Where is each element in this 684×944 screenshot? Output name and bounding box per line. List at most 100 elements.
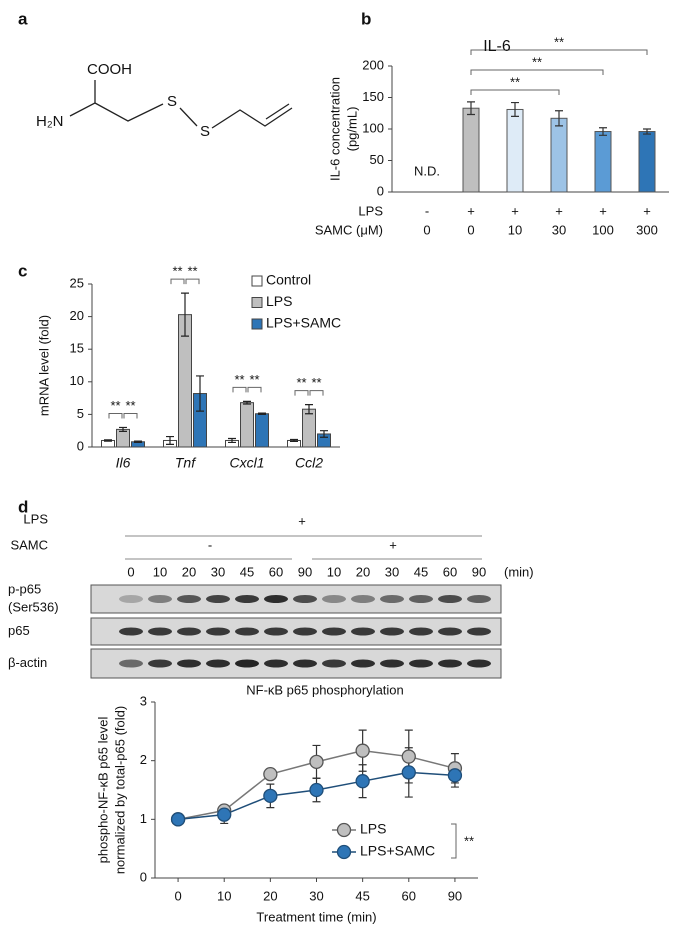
error-bar bbox=[320, 430, 328, 438]
bar bbox=[462, 107, 480, 193]
lane-label: 0 bbox=[127, 564, 134, 579]
y-axis-label: mRNA level (fold) bbox=[36, 315, 51, 416]
value-label: N.D. bbox=[414, 163, 440, 178]
legend-label: LPS+SAMC bbox=[360, 843, 435, 859]
row-label: (Ser536) bbox=[8, 599, 59, 614]
significance-label: ** bbox=[249, 372, 259, 387]
lane-label: 60 bbox=[269, 564, 283, 579]
blot-band bbox=[148, 659, 172, 668]
legend-label: LPS bbox=[266, 293, 292, 309]
significance-label: ** bbox=[187, 264, 197, 279]
blot-band bbox=[293, 595, 317, 603]
blot-band bbox=[148, 595, 172, 603]
structure-label: COOH bbox=[87, 61, 132, 78]
y-tick-label: 25 bbox=[70, 275, 84, 290]
error-bar bbox=[134, 440, 142, 444]
significance-bracket bbox=[108, 412, 123, 419]
y-tick-label: 200 bbox=[362, 57, 384, 72]
lane-label: 10 bbox=[153, 564, 167, 579]
error-bar bbox=[511, 101, 519, 117]
y-tick-label: 1 bbox=[140, 811, 147, 826]
bar bbox=[638, 131, 656, 193]
condition-value: 300 bbox=[636, 222, 658, 237]
point bbox=[217, 807, 232, 822]
blot-band bbox=[322, 595, 346, 603]
blot-band bbox=[177, 595, 201, 603]
point bbox=[355, 774, 370, 789]
lane-label: 10 bbox=[327, 564, 341, 579]
blot-band bbox=[119, 627, 143, 636]
point bbox=[263, 788, 278, 804]
x-axis-label: Treatment time (min) bbox=[256, 909, 376, 924]
blot-band bbox=[467, 659, 491, 668]
bar bbox=[506, 108, 524, 193]
bar bbox=[255, 413, 269, 448]
panel-label: b bbox=[361, 9, 371, 28]
blot-band bbox=[351, 659, 375, 668]
condition-value: 30 bbox=[552, 222, 566, 237]
condition-label: SAMC (μM) bbox=[315, 222, 383, 237]
significance-bracket bbox=[123, 412, 138, 419]
y-tick-label: 50 bbox=[370, 152, 384, 167]
chart-title: IL-6 bbox=[483, 38, 511, 55]
blot-band bbox=[322, 627, 346, 636]
bar bbox=[240, 402, 254, 448]
error-bar bbox=[228, 437, 236, 444]
significance-bracket bbox=[470, 89, 560, 95]
blot-band bbox=[206, 627, 230, 636]
condition-value: 10 bbox=[508, 222, 522, 237]
blot-band bbox=[206, 659, 230, 668]
blot-band bbox=[380, 595, 404, 603]
error-bar bbox=[258, 412, 266, 415]
blot-band bbox=[380, 659, 404, 668]
significance-label: ** bbox=[296, 375, 306, 390]
y-axis-label: phospho-NF-κB p65 level bbox=[95, 717, 110, 864]
condition-value: - bbox=[208, 537, 212, 552]
lane-label: 30 bbox=[211, 564, 225, 579]
blot-band bbox=[235, 659, 259, 668]
point bbox=[355, 743, 370, 758]
y-tick-label: 0 bbox=[77, 438, 84, 453]
significance-bracket bbox=[247, 386, 262, 393]
panel-label: d bbox=[18, 497, 28, 516]
lane-unit: (min) bbox=[504, 564, 534, 579]
error-bar bbox=[196, 375, 204, 412]
point bbox=[309, 754, 324, 769]
legend-label: LPS+SAMC bbox=[266, 315, 341, 331]
legend-marker bbox=[336, 844, 352, 860]
blot-band bbox=[264, 627, 288, 636]
lane-label: 90 bbox=[472, 564, 486, 579]
bar bbox=[116, 428, 130, 448]
condition-value: + bbox=[643, 203, 651, 218]
lane-label: 90 bbox=[298, 564, 312, 579]
structure-label: S bbox=[200, 123, 210, 140]
significance-bracket bbox=[451, 823, 457, 859]
condition-value: + bbox=[555, 203, 563, 218]
significance-bracket bbox=[185, 278, 200, 285]
condition-value: + bbox=[389, 537, 397, 552]
blot-band bbox=[264, 659, 288, 668]
error-bar bbox=[555, 110, 563, 127]
x-tick-label: 60 bbox=[402, 888, 416, 903]
x-tick-label: 90 bbox=[448, 888, 462, 903]
lane-label: 45 bbox=[414, 564, 428, 579]
error-bar bbox=[599, 127, 607, 136]
point bbox=[447, 768, 463, 783]
significance-label: ** bbox=[554, 34, 564, 49]
blot-band bbox=[293, 659, 317, 668]
blot-band bbox=[148, 627, 172, 636]
significance-label: ** bbox=[532, 54, 542, 69]
error-bar bbox=[181, 292, 189, 337]
blot-band bbox=[438, 595, 462, 603]
error-bar bbox=[305, 404, 313, 415]
y-axis-label: (pg/mL) bbox=[344, 107, 359, 152]
structure-label: S bbox=[167, 93, 177, 110]
blot-band bbox=[119, 659, 143, 668]
error-bar bbox=[243, 400, 251, 405]
lane-label: 60 bbox=[443, 564, 457, 579]
significance-bracket bbox=[232, 386, 247, 393]
blot-band bbox=[322, 659, 346, 668]
x-tick-label: Ccl2 bbox=[295, 455, 323, 471]
condition-value: + bbox=[298, 513, 306, 528]
x-tick-label: 10 bbox=[217, 888, 231, 903]
